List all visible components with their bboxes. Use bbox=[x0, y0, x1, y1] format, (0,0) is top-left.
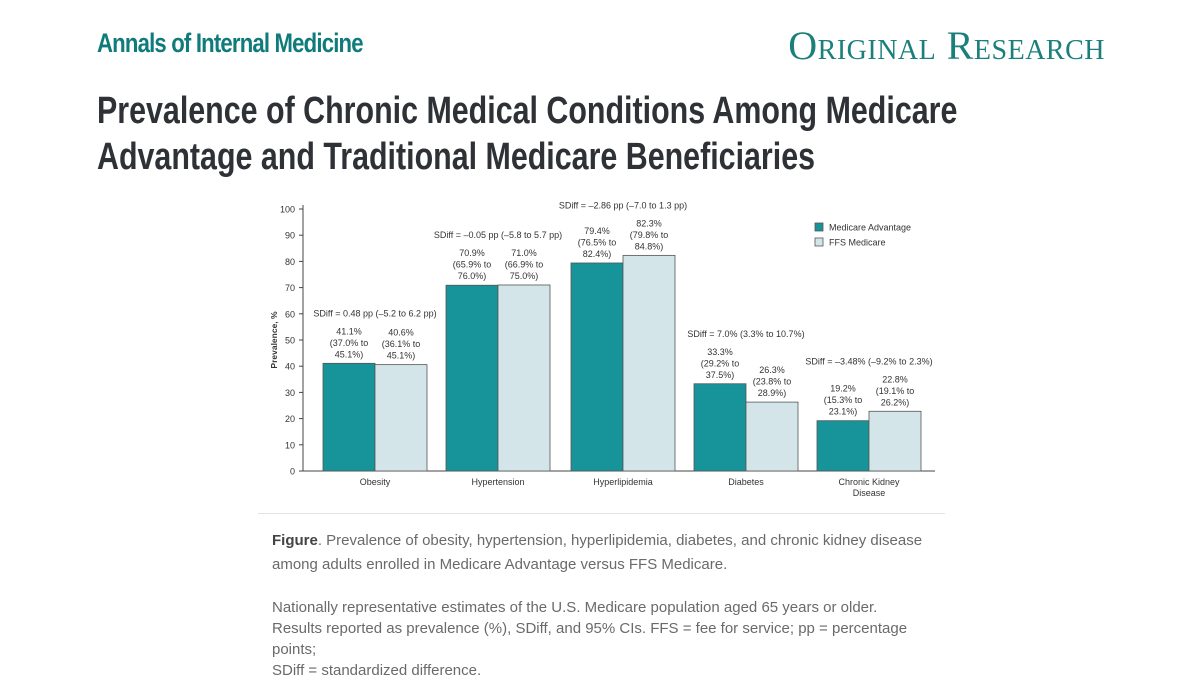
data-label: 41.1% bbox=[336, 326, 362, 336]
data-label: (37.0% to bbox=[330, 338, 369, 348]
caption-text: . Prevalence of obesity, hypertension, h… bbox=[272, 532, 923, 573]
x-tick-label: Obesity bbox=[360, 477, 391, 487]
y-tick-label: 0 bbox=[290, 467, 295, 477]
legend-swatch bbox=[814, 222, 824, 232]
data-label: 37.5%) bbox=[706, 370, 735, 380]
data-label: 45.1%) bbox=[387, 351, 416, 361]
y-tick-label: 30 bbox=[285, 388, 295, 398]
data-label: 33.3% bbox=[707, 347, 733, 357]
x-tick-label: Hyperlipidemia bbox=[593, 477, 653, 487]
data-label: (66.9% to bbox=[505, 259, 544, 269]
note-line-2: Results reported as prevalence (%), SDif… bbox=[272, 620, 908, 658]
data-label: 75.0%) bbox=[510, 271, 539, 281]
bar-medicare-advantage bbox=[570, 262, 624, 472]
data-label: (76.5% to bbox=[578, 237, 617, 247]
data-label: 71.0% bbox=[511, 248, 537, 258]
bar-ffs-medicare bbox=[745, 401, 799, 472]
data-label: 28.9%) bbox=[758, 388, 787, 398]
note-line-3: SDiff = standardized difference. bbox=[272, 662, 482, 679]
data-label: 26.2%) bbox=[881, 397, 910, 407]
bar-ffs-medicare bbox=[868, 410, 922, 472]
figure-caption: Figure. Prevalence of obesity, hypertens… bbox=[272, 529, 952, 577]
y-axis-label: Prevalence, % bbox=[269, 311, 279, 369]
x-tick-label: Chronic Kidney bbox=[838, 477, 900, 487]
data-label: 79.4% bbox=[584, 226, 610, 236]
legend-label: Medicare Advantage bbox=[829, 223, 911, 233]
data-label: (15.3% to bbox=[824, 395, 863, 405]
y-tick-label: 50 bbox=[285, 336, 295, 346]
legend-swatch bbox=[814, 237, 824, 247]
figure-note: Nationally representative estimates of t… bbox=[272, 597, 952, 681]
data-label: (19.1% to bbox=[876, 386, 915, 396]
bar-ffs-medicare bbox=[622, 254, 676, 472]
sdiff-annotation: SDiff = 0.48 pp (–5.2 to 6.2 pp) bbox=[313, 308, 436, 318]
data-label: 22.8% bbox=[882, 374, 908, 384]
y-tick-label: 80 bbox=[285, 257, 295, 267]
bar-medicare-advantage bbox=[816, 420, 870, 472]
bar-ffs-medicare bbox=[374, 364, 428, 472]
sdiff-annotation: SDiff = –3.48% (–9.2% to 2.3%) bbox=[805, 356, 932, 366]
legend-label: FFS Medicare bbox=[829, 238, 886, 248]
data-label: 40.6% bbox=[388, 328, 414, 338]
data-label: 82.3% bbox=[636, 218, 662, 228]
x-tick-label: Disease bbox=[853, 488, 886, 498]
data-label: 76.0%) bbox=[458, 271, 487, 281]
data-label: (29.2% to bbox=[701, 358, 740, 368]
data-label: 26.3% bbox=[759, 365, 785, 375]
sdiff-annotation: SDiff = –2.86 pp (–7.0 to 1.3 pp) bbox=[559, 200, 687, 210]
x-tick-label: Diabetes bbox=[728, 477, 764, 487]
data-label: (23.8% to bbox=[753, 377, 792, 387]
bar-medicare-advantage bbox=[322, 362, 376, 472]
y-tick-label: 10 bbox=[285, 440, 295, 450]
y-tick-label: 90 bbox=[285, 231, 295, 241]
title-line-1: Prevalence of Chronic Medical Conditions… bbox=[97, 90, 958, 132]
y-tick-label: 40 bbox=[285, 362, 295, 372]
y-tick-label: 20 bbox=[285, 414, 295, 424]
bar-medicare-advantage bbox=[693, 383, 747, 472]
y-tick-label: 60 bbox=[285, 309, 295, 319]
data-label: 45.1%) bbox=[335, 349, 364, 359]
data-label: (36.1% to bbox=[382, 339, 421, 349]
bar-medicare-advantage bbox=[445, 284, 499, 472]
sdiff-annotation: SDiff = 7.0% (3.3% to 10.7%) bbox=[687, 329, 804, 339]
y-tick-label: 100 bbox=[280, 205, 295, 215]
bar-chart: 0 10 20 30 40 50 60 70 80 90 100 Prevalence, % 41.1%… bbox=[258, 195, 948, 505]
data-label: 82.4%) bbox=[583, 249, 612, 259]
title-line-2: Advantage and Traditional Medicare Benef… bbox=[97, 136, 816, 178]
note-line-1: Nationally representative estimates of t… bbox=[272, 599, 878, 616]
page-title: Prevalence of Chronic Medical Conditions… bbox=[97, 88, 1057, 180]
data-label: 70.9% bbox=[459, 248, 485, 258]
data-label: (79.8% to bbox=[630, 230, 669, 240]
section-label: Original Research bbox=[788, 23, 1105, 68]
data-label: 23.1%) bbox=[829, 407, 858, 417]
sdiff-annotation: SDiff = –0.05 pp (–5.8 to 5.7 pp) bbox=[434, 230, 562, 240]
divider bbox=[258, 513, 945, 514]
bar-ffs-medicare bbox=[497, 284, 551, 472]
x-tick-label: Hypertension bbox=[471, 477, 524, 487]
data-label: 84.8%) bbox=[635, 241, 664, 251]
y-tick-label: 70 bbox=[285, 283, 295, 293]
caption-label: Figure bbox=[272, 532, 318, 549]
data-label: 19.2% bbox=[830, 384, 856, 394]
data-label: (65.9% to bbox=[453, 260, 492, 270]
journal-name: Annals of Internal Medicine bbox=[97, 28, 364, 58]
